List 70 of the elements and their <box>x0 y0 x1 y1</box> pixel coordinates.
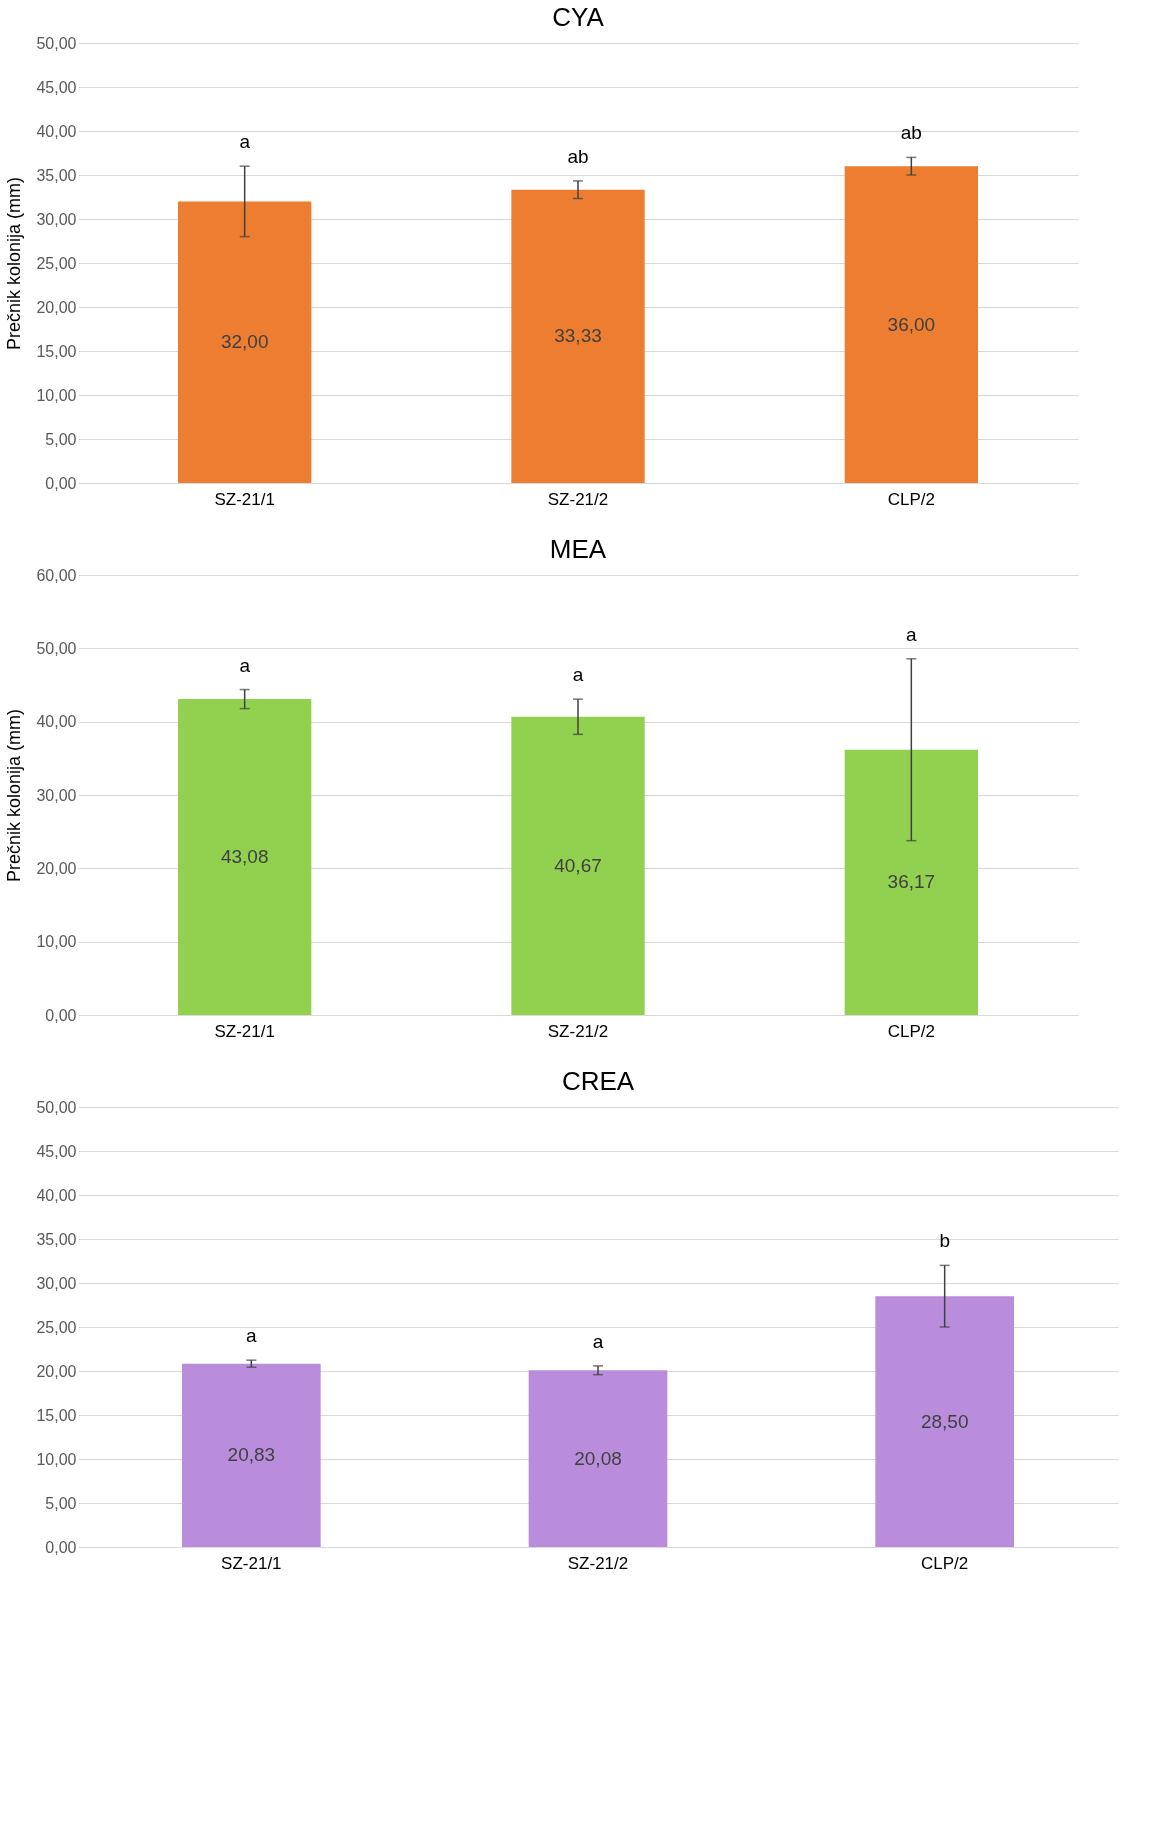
y-tick-label: 10,00 <box>36 386 77 404</box>
y-tick-label: 45,00 <box>36 78 77 96</box>
y-axis-title: Prečnik kolonija (mm) <box>4 708 25 883</box>
y-tick-label: 50,00 <box>36 639 77 657</box>
bar <box>178 699 312 1015</box>
y-tick-label: 0,00 <box>45 474 77 492</box>
y-tick-label: 10,00 <box>36 1450 77 1468</box>
x-tick-label: SZ-21/1 <box>214 489 275 509</box>
y-tick-label: 60,00 <box>36 566 77 584</box>
x-tick-label: SZ-21/1 <box>221 1553 282 1573</box>
x-tick-label: SZ-21/2 <box>547 1021 609 1041</box>
y-tick-label: 40,00 <box>36 122 77 140</box>
y-tick-label: 40,00 <box>36 1186 77 1204</box>
data-label: 28,50 <box>920 1410 969 1432</box>
x-tick-label: CLP/2 <box>887 489 935 509</box>
y-tick-label: 35,00 <box>36 1230 77 1248</box>
y-tick-label: 50,00 <box>36 34 77 52</box>
y-tick-label: 20,00 <box>36 1362 77 1380</box>
x-tick-label: SZ-21/2 <box>547 489 609 509</box>
chart-title: MEA <box>549 534 607 564</box>
bar <box>511 189 645 483</box>
data-label: 20,83 <box>227 1444 276 1466</box>
y-tick-label: 0,00 <box>45 1538 77 1556</box>
y-axis-title: Prečnik kolonija (mm) <box>4 176 25 351</box>
annotation: a <box>239 654 251 676</box>
annotation: a <box>906 623 918 645</box>
x-tick-label: CLP/2 <box>887 1021 935 1041</box>
annotation: a <box>246 1325 258 1347</box>
y-tick-label: 5,00 <box>45 1494 77 1512</box>
annotation: ab <box>567 145 589 167</box>
bar <box>844 166 978 483</box>
data-label: 33,33 <box>554 325 602 347</box>
chart-title: CYA <box>552 2 605 32</box>
y-tick-label: 25,00 <box>36 254 77 272</box>
y-tick-label: 20,00 <box>36 298 77 316</box>
y-tick-label: 50,00 <box>36 1098 77 1116</box>
bar <box>844 749 978 1015</box>
y-tick-label: 25,00 <box>36 1318 77 1336</box>
y-tick-label: 30,00 <box>36 1274 77 1292</box>
x-tick-label: SZ-21/1 <box>214 1021 275 1041</box>
data-label: 43,08 <box>220 846 269 868</box>
annotation: b <box>939 1230 950 1252</box>
data-label: 40,67 <box>554 854 602 876</box>
annotation: a <box>572 664 584 686</box>
annotation: ab <box>900 122 922 144</box>
y-tick-label: 20,00 <box>36 859 77 877</box>
bar <box>875 1296 1014 1547</box>
data-label: 32,00 <box>220 331 269 353</box>
data-label: 36,17 <box>887 871 936 893</box>
x-tick-label: SZ-21/2 <box>567 1553 629 1573</box>
data-label: 20,08 <box>574 1447 622 1469</box>
y-tick-label: 15,00 <box>36 1406 77 1424</box>
bar <box>178 201 312 483</box>
y-tick-label: 0,00 <box>45 1006 77 1024</box>
annotation: a <box>592 1330 604 1352</box>
y-tick-label: 5,00 <box>45 430 77 448</box>
y-tick-label: 10,00 <box>36 933 77 951</box>
bar <box>511 716 645 1015</box>
data-label: 36,00 <box>887 313 936 335</box>
y-tick-label: 35,00 <box>36 166 77 184</box>
y-tick-label: 30,00 <box>36 786 77 804</box>
y-tick-label: 45,00 <box>36 1142 77 1160</box>
y-tick-label: 30,00 <box>36 210 77 228</box>
chart-title: CREA <box>561 1066 635 1096</box>
bar <box>182 1363 321 1547</box>
y-tick-label: 40,00 <box>36 713 77 731</box>
y-tick-label: 15,00 <box>36 342 77 360</box>
annotation: a <box>239 131 251 153</box>
bar <box>528 1370 668 1547</box>
x-tick-label: CLP/2 <box>921 1553 969 1573</box>
